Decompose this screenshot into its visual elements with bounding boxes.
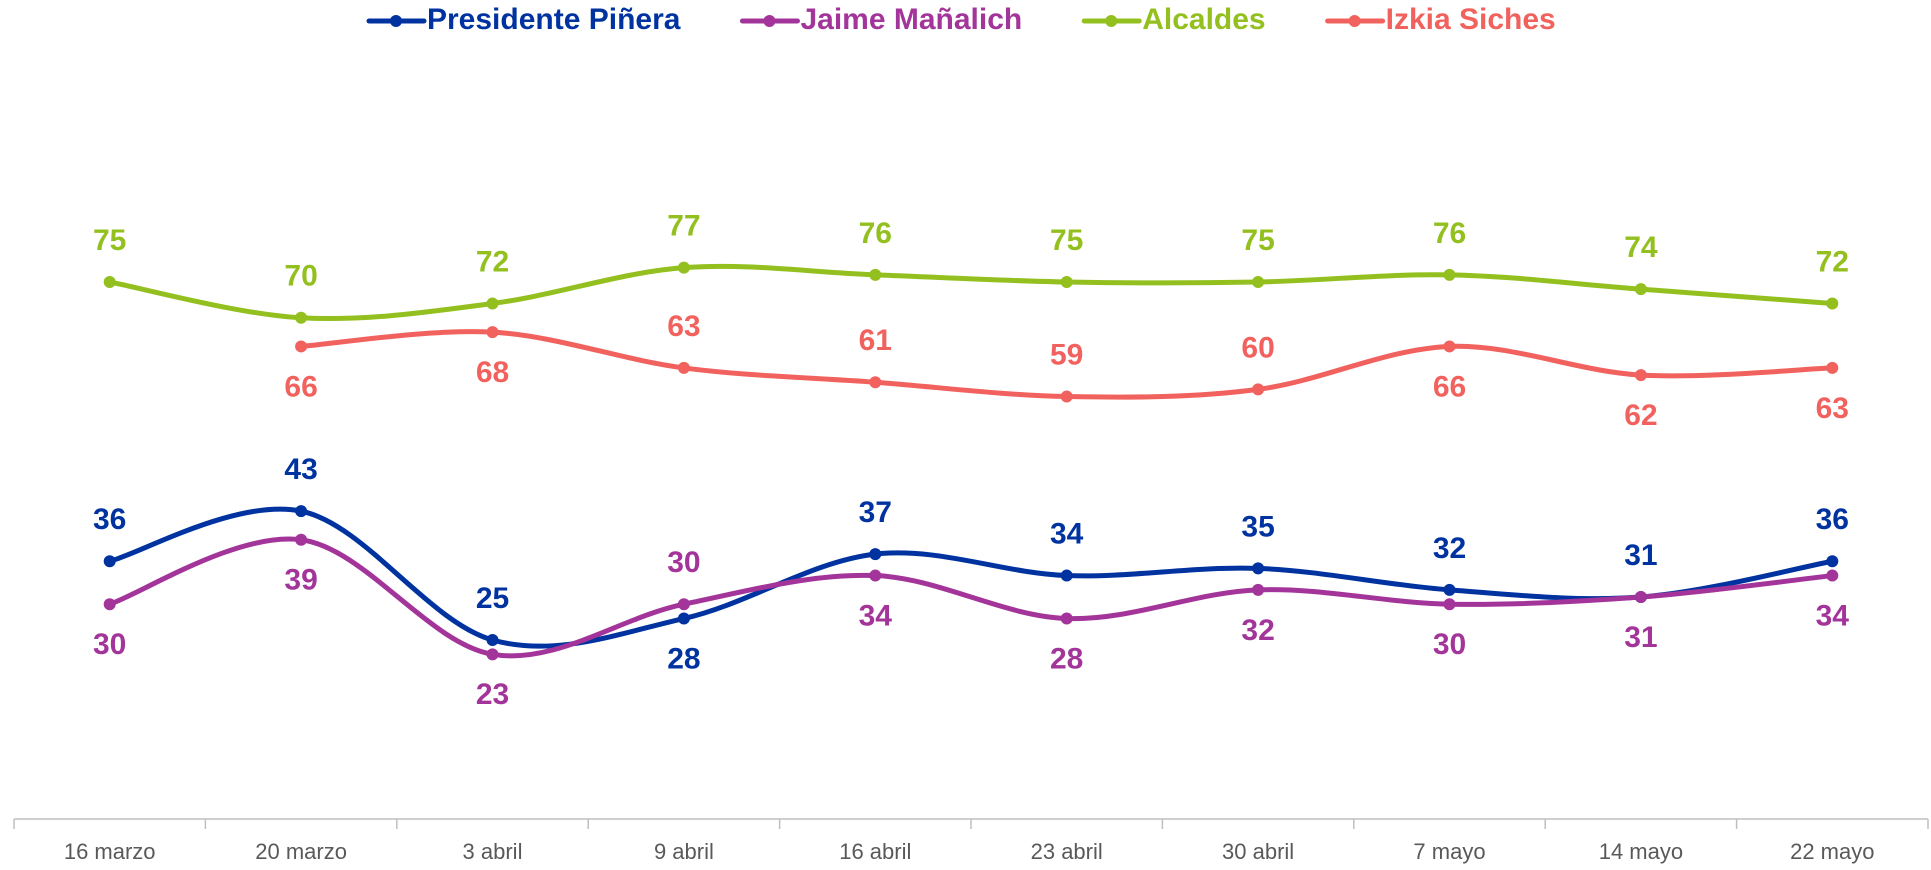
legend-label: Presidente Piñera xyxy=(427,3,681,36)
data-point xyxy=(1060,276,1073,288)
data-point xyxy=(1826,569,1839,582)
data-point xyxy=(1443,583,1456,596)
x-tick-label: 14 mayo xyxy=(1599,839,1683,864)
data-label: 34 xyxy=(859,599,893,632)
x-tick-label: 16 abril xyxy=(839,839,911,864)
x-tick-label: 23 abril xyxy=(1031,839,1103,864)
legend-marker xyxy=(1105,15,1118,27)
data-label: 28 xyxy=(1050,642,1083,675)
data-label: 31 xyxy=(1624,539,1657,572)
legend-marker xyxy=(1348,15,1361,27)
legend-marker xyxy=(390,15,402,27)
data-point xyxy=(295,340,308,353)
data-label: 60 xyxy=(1241,331,1274,364)
data-label: 66 xyxy=(1433,370,1466,403)
data-point xyxy=(1443,268,1456,281)
data-label: 25 xyxy=(476,582,509,615)
data-point xyxy=(486,634,499,646)
data-label: 76 xyxy=(859,217,892,250)
data-label: 37 xyxy=(859,496,892,529)
data-point xyxy=(1060,612,1073,625)
data-point xyxy=(1443,340,1456,353)
data-label: 30 xyxy=(667,546,700,579)
data-label: 77 xyxy=(667,210,700,243)
data-label: 23 xyxy=(476,678,509,711)
data-point xyxy=(869,376,882,389)
data-point xyxy=(486,648,499,661)
data-point xyxy=(869,548,882,561)
data-point xyxy=(677,598,690,611)
data-label: 70 xyxy=(284,260,317,293)
data-label: 72 xyxy=(1816,245,1849,278)
data-label: 32 xyxy=(1433,532,1466,565)
data-label: 61 xyxy=(859,324,892,357)
legend-marker xyxy=(763,15,776,27)
data-point xyxy=(295,505,308,518)
data-point xyxy=(486,297,499,310)
data-label: 43 xyxy=(284,453,317,486)
series-line xyxy=(107,263,1835,322)
data-point xyxy=(1634,369,1647,382)
data-label: 75 xyxy=(1050,224,1083,257)
data-point xyxy=(869,569,882,582)
legend-label: Jaime Mañalich xyxy=(800,3,1022,36)
data-point xyxy=(1060,569,1073,582)
x-tick-label: 9 abril xyxy=(654,839,714,864)
data-label: 39 xyxy=(284,564,317,597)
data-point xyxy=(677,261,690,274)
data-point xyxy=(103,555,116,568)
data-label: 63 xyxy=(1816,392,1849,425)
data-point xyxy=(1252,583,1265,596)
data-point xyxy=(1060,390,1073,403)
data-point xyxy=(1826,297,1839,310)
data-point xyxy=(295,311,308,324)
x-tick-label: 16 marzo xyxy=(64,839,156,864)
data-label: 59 xyxy=(1050,338,1083,371)
legend-label: Izkia Siches xyxy=(1386,3,1556,36)
data-label: 75 xyxy=(1241,224,1274,257)
data-label: 62 xyxy=(1624,399,1657,432)
data-label: 36 xyxy=(1816,503,1849,536)
data-label: 68 xyxy=(476,356,509,389)
legend-label: Alcaldes xyxy=(1142,3,1265,36)
data-point xyxy=(486,326,499,339)
data-point xyxy=(1443,598,1456,611)
data-label: 63 xyxy=(667,310,700,343)
data-label: 32 xyxy=(1241,614,1274,647)
data-point xyxy=(1634,283,1647,296)
data-label: 28 xyxy=(667,642,700,675)
data-point xyxy=(1826,555,1839,568)
x-tick-label: 22 mayo xyxy=(1790,839,1874,864)
data-point xyxy=(1826,361,1839,374)
x-tick-label: 30 abril xyxy=(1222,839,1294,864)
data-label: 36 xyxy=(93,503,126,536)
data-label: 35 xyxy=(1241,510,1274,543)
data-point xyxy=(1252,383,1265,396)
data-point xyxy=(103,276,116,288)
x-tick-label: 7 mayo xyxy=(1413,839,1485,864)
data-label: 30 xyxy=(1433,628,1466,661)
data-label: 66 xyxy=(284,370,317,403)
data-label: 72 xyxy=(476,245,509,278)
data-point xyxy=(677,361,690,374)
data-label: 30 xyxy=(93,628,126,661)
data-point xyxy=(677,612,690,625)
data-label: 76 xyxy=(1433,217,1466,250)
data-point xyxy=(869,268,882,281)
data-point xyxy=(295,533,308,546)
data-label: 75 xyxy=(93,224,126,257)
data-label: 74 xyxy=(1624,231,1658,264)
data-point xyxy=(1252,276,1265,288)
data-point xyxy=(1634,591,1647,604)
x-tick-label: 3 abril xyxy=(463,839,523,864)
data-label: 31 xyxy=(1624,621,1657,654)
data-point xyxy=(103,598,116,611)
data-point xyxy=(1252,562,1265,575)
data-label: 34 xyxy=(1050,517,1084,550)
series-line xyxy=(107,536,1835,659)
x-tick-label: 20 marzo xyxy=(255,839,347,864)
series-line xyxy=(107,506,1835,649)
data-label: 34 xyxy=(1816,599,1850,632)
